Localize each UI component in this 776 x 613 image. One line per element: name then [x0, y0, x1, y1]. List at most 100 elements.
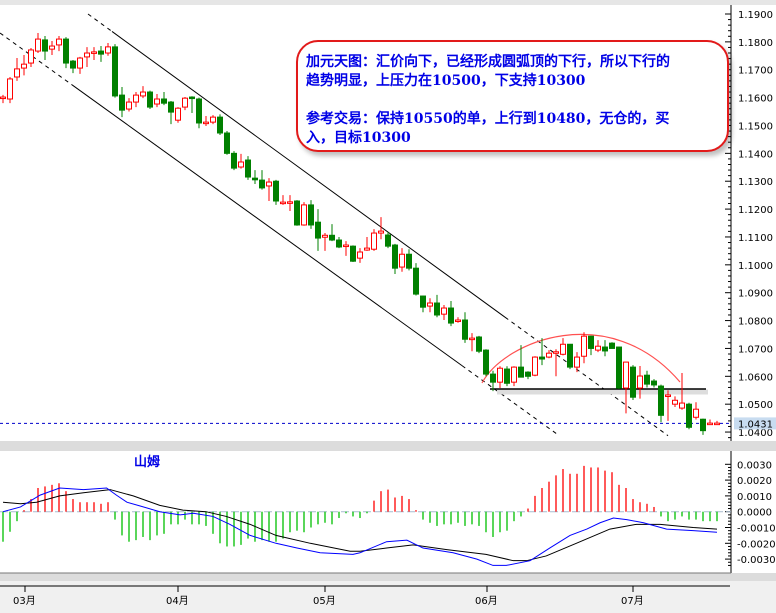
candle — [14, 58, 20, 81]
candle-body — [672, 399, 678, 405]
time-tick-label: 06月 — [475, 595, 498, 607]
macd-tick-label: 0.0020 — [737, 476, 772, 487]
candle — [105, 42, 111, 56]
candle-body — [630, 366, 636, 398]
candle — [0, 94, 6, 104]
candle — [21, 54, 27, 76]
price-tick-label: 1.0700 — [738, 344, 773, 355]
candle-body — [679, 402, 685, 409]
candle — [140, 86, 146, 99]
time-tick-label: 04月 — [166, 595, 189, 607]
candle-body — [406, 253, 412, 269]
candle-body — [427, 302, 433, 307]
macd-signal-line — [2, 489, 718, 562]
candle-body — [511, 366, 517, 383]
candle-body — [448, 307, 454, 324]
candle-body — [553, 351, 559, 354]
candle — [91, 47, 97, 60]
candle — [651, 379, 657, 388]
candle — [84, 47, 90, 67]
candle — [392, 243, 398, 275]
candle-body — [595, 345, 601, 351]
candle-body — [252, 177, 258, 181]
candle-body — [644, 374, 650, 385]
candle — [700, 418, 706, 435]
candle — [406, 249, 412, 271]
upper-channel-dashed — [87, 13, 113, 32]
candle-body — [581, 335, 587, 357]
candle — [623, 361, 629, 414]
candle-body — [308, 204, 314, 226]
candle-body — [525, 371, 531, 377]
candle-body — [210, 116, 216, 123]
candle-body — [497, 367, 503, 383]
candle-body — [56, 38, 62, 46]
candle — [42, 36, 48, 60]
time-tick-label: 07月 — [621, 595, 644, 607]
candle-body — [357, 251, 363, 259]
candle — [161, 92, 167, 106]
candle — [455, 317, 461, 323]
candle — [329, 224, 335, 242]
price-tick-label: 1.1100 — [738, 233, 773, 244]
candle — [497, 366, 503, 389]
candle — [315, 209, 321, 251]
candle — [441, 304, 447, 321]
panel-separator — [0, 441, 776, 451]
candle-body — [413, 267, 419, 295]
candle-body — [700, 418, 706, 432]
candle — [567, 343, 573, 370]
candle-body — [301, 204, 307, 226]
candle — [322, 233, 328, 251]
candle-body — [266, 181, 272, 187]
candle — [385, 231, 391, 249]
candle-body — [259, 179, 265, 189]
candle — [616, 346, 622, 389]
price-tick-label: 1.1900 — [738, 10, 773, 21]
candle — [343, 241, 349, 256]
candle — [658, 384, 664, 423]
candle — [420, 295, 426, 313]
note-line-3: 参考交易：保持10550的单，上行到10480，无仓的，买 — [306, 111, 670, 127]
macd-tick-label: 0.0000 — [737, 508, 772, 519]
candle-body — [0, 96, 6, 100]
candle — [28, 48, 34, 67]
candle — [665, 390, 671, 421]
candle — [490, 370, 496, 392]
candle-body — [385, 234, 391, 247]
candle-body — [63, 38, 69, 64]
candle-body — [329, 234, 335, 241]
candle-body — [420, 295, 426, 308]
candle-body — [686, 403, 692, 428]
candle-body — [70, 60, 76, 69]
candle-body — [119, 94, 125, 111]
macd-title: 山姆 — [134, 455, 161, 470]
candle-body — [609, 342, 615, 349]
candle-body — [616, 346, 622, 389]
candle-body — [658, 385, 664, 416]
candle-body — [203, 121, 209, 125]
candle-body — [532, 356, 538, 376]
candle — [231, 151, 237, 171]
candle-body — [147, 91, 153, 108]
candle-body — [560, 343, 566, 355]
candle-body — [364, 247, 370, 251]
candle — [469, 333, 475, 352]
macd-line — [2, 487, 718, 566]
candle-body — [112, 46, 118, 97]
candle — [203, 116, 209, 127]
analysis-note: 加元天图：汇价向下，已经形成圆弧顶的下行，所以下行的 趋势明显，上压力在1050… — [296, 40, 729, 152]
price-tick-label: 1.1000 — [738, 261, 773, 272]
price-tick-label: 1.0400 — [738, 428, 773, 439]
upper-channel-line — [111, 31, 506, 318]
candle — [427, 298, 433, 313]
macd-tick-label: -0.0010 — [737, 524, 776, 535]
candle — [364, 236, 370, 251]
candle-body — [665, 394, 671, 397]
candle-body — [273, 180, 279, 202]
candle — [63, 37, 69, 69]
candle-body — [224, 132, 230, 154]
price-tick-label: 1.0900 — [738, 289, 773, 300]
candle — [462, 312, 468, 343]
